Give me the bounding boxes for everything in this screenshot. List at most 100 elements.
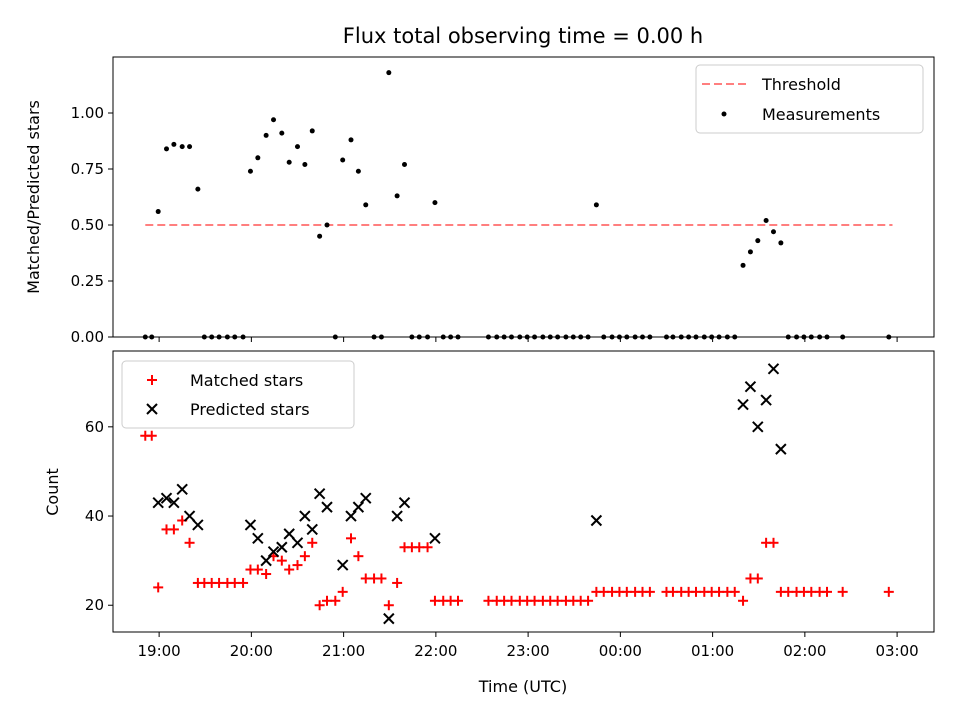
matched-star-point: [392, 577, 403, 588]
measurement-point: [355, 168, 361, 174]
predicted-star-stroke: [152, 496, 164, 509]
measurements-legend-marker: [721, 111, 727, 117]
predicted-star-point: [176, 483, 188, 495]
matched-star-point: [314, 600, 325, 611]
predicted-star-point: [291, 537, 304, 549]
predicted-star-point: [391, 510, 403, 522]
predicted-star-stroke: [276, 541, 288, 553]
measurements-legend-label: Measurements: [762, 105, 880, 124]
measurement-point: [294, 144, 300, 150]
predicted-star-point: [760, 394, 772, 406]
predicted-star-point: [183, 510, 196, 522]
measurement-point: [271, 117, 277, 123]
chart-title: Flux total observing time = 0.00 h: [343, 24, 703, 48]
predicted-star-stroke: [299, 510, 311, 522]
measurement-point: [402, 162, 408, 168]
predicted-legend-label: Predicted stars: [190, 400, 310, 419]
x-tick-label: 22:00: [414, 642, 457, 660]
predicted-star-stroke: [183, 510, 196, 522]
matched-star-point: [345, 533, 356, 544]
predicted-star-stroke: [737, 398, 749, 411]
x-tick-label: 21:00: [322, 642, 365, 660]
matched-star-point: [146, 430, 157, 441]
predicted-star-stroke: [176, 483, 188, 495]
matched-star-point: [837, 586, 848, 597]
matched-star-point: [284, 564, 295, 575]
measurement-point: [179, 144, 185, 150]
x-tick-label: 19:00: [138, 642, 181, 660]
predicted-star-point: [306, 523, 318, 536]
measurement-point: [763, 218, 769, 224]
measurement-point: [187, 144, 193, 150]
predicted-star-point: [192, 519, 204, 531]
measurement-point: [286, 159, 292, 165]
x-tick-label: 03:00: [875, 642, 918, 660]
measurement-point: [348, 137, 354, 143]
measurement-point: [164, 146, 170, 152]
matched-star-point: [238, 577, 249, 588]
predicted-stars-layer: [152, 363, 787, 625]
measurement-point: [363, 202, 369, 208]
predicted-star-point: [744, 380, 757, 393]
predicted-star-stroke: [590, 514, 603, 527]
predicted-star-stroke: [244, 519, 257, 531]
predicted-star-stroke: [291, 537, 304, 549]
x-tick-label: 23:00: [506, 642, 549, 660]
x-tick-label: 02:00: [783, 642, 826, 660]
matched-star-point: [376, 573, 387, 584]
predicted-star-point: [352, 501, 365, 513]
predicted-star-stroke: [383, 612, 395, 625]
predicted-star-point: [336, 559, 349, 571]
measurement-point: [394, 193, 400, 199]
matched-legend-label: Matched stars: [190, 371, 303, 390]
predicted-star-stroke: [306, 523, 318, 536]
matched-star-point: [276, 555, 287, 566]
matched-star-point: [337, 586, 348, 597]
matched-star-point: [644, 586, 655, 597]
predicted-star-stroke: [398, 496, 411, 509]
matched-star-point: [821, 586, 832, 597]
matched-stars-layer: [140, 430, 894, 611]
predicted-star-point: [752, 421, 764, 433]
predicted-star-point: [168, 496, 180, 509]
predicted-star-stroke: [391, 510, 403, 522]
matched-star-point: [353, 551, 364, 562]
measurement-point: [770, 229, 776, 235]
predicted-star-stroke: [160, 492, 173, 504]
measurement-point: [195, 186, 201, 192]
predicted-star-point: [244, 519, 257, 531]
predicted-star-stroke: [345, 510, 357, 522]
bottom-y-axis-label: Count: [43, 468, 62, 516]
predicted-star-point: [429, 532, 441, 545]
measurement-point: [309, 128, 315, 134]
measurement-point: [324, 222, 330, 228]
measurement-point: [740, 262, 746, 268]
predicted-star-stroke: [744, 380, 757, 393]
predicted-star-point: [345, 510, 357, 522]
predicted-star-point: [313, 488, 326, 500]
predicted-star-point: [276, 541, 288, 553]
bottom-y-tick-label: 20: [85, 596, 104, 614]
predicted-star-point: [590, 514, 603, 527]
top-legend-box: [695, 64, 924, 134]
measurement-point: [432, 200, 438, 206]
predicted-star-point: [283, 528, 295, 540]
matched-star-point: [383, 600, 394, 611]
matched-star-point: [453, 595, 464, 606]
predicted-star-point: [260, 554, 272, 567]
predicted-star-point: [398, 496, 411, 509]
top-x-ticks: [158, 337, 898, 342]
predicted-star-point: [737, 398, 749, 411]
predicted-star-stroke: [429, 532, 441, 545]
bottom-y-ticks: 20 40 60: [85, 418, 113, 614]
top-y-tick-label: 0.50: [71, 216, 104, 234]
x-tick-label: 00:00: [599, 642, 642, 660]
matched-star-point: [168, 524, 179, 535]
predicted-star-point: [775, 443, 787, 455]
measurement-point: [302, 162, 308, 168]
predicted-star-stroke: [336, 559, 349, 571]
matched-star-point: [307, 537, 318, 548]
predicted-star-point: [152, 496, 164, 509]
predicted-star-point: [299, 510, 311, 522]
